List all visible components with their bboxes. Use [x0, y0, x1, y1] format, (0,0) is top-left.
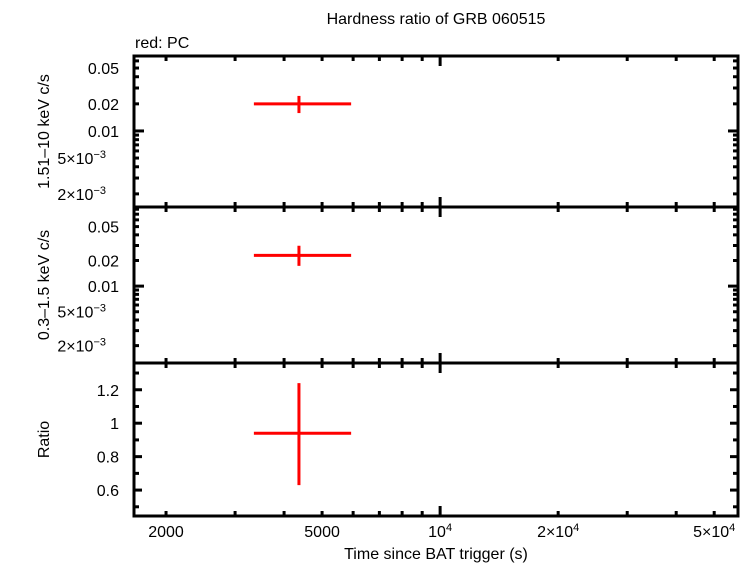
panel-frame: [132, 205, 740, 365]
y-tick-label: 2×10−3: [57, 337, 106, 356]
y-tick-label: 0.01: [88, 124, 119, 141]
x-tick-label: 5000: [304, 524, 340, 541]
y-tick-label: 0.6: [97, 483, 119, 500]
y-axis-label: 1.51–10 keV c/s: [36, 74, 53, 189]
panel-soft-band: 0.05 0.02 0.01 5×10−3 2×10−30.3–1.5 keV c/s: [36, 205, 740, 365]
x-tick-label: 104: [428, 522, 452, 541]
panel-ratio: 1.2 1 0.8 0.6 Ratio: [36, 361, 740, 518]
y-tick-label: 0.05: [88, 61, 119, 78]
y-tick-label: 5×10−3: [57, 303, 106, 322]
x-tick-labels: 2000 5000 104 2×104 5×104: [148, 522, 735, 541]
x-axis-label: Time since BAT trigger (s): [344, 546, 528, 563]
y-axis-label: 0.3–1.5 keV c/s: [36, 230, 53, 340]
y-tick-label: 0.01: [88, 279, 119, 296]
panel-frame: [132, 54, 740, 209]
panel-hard-band: 0.05 0.02 0.01 5×10−3 2×10−31.51–10 keV c/s: [36, 54, 740, 209]
x-tick-label: 5×104: [693, 522, 735, 541]
x-tick-label: 2×104: [537, 522, 579, 541]
y-tick-label: 0.02: [88, 253, 119, 270]
y-tick-label: 0.05: [88, 220, 119, 237]
y-tick-label: 1.2: [97, 383, 119, 400]
y-tick-label: 0.02: [88, 97, 119, 114]
y-tick-label: 1: [110, 416, 119, 433]
y-tick-label: 0.8: [97, 450, 119, 467]
panel-frame: [132, 361, 740, 518]
x-tick-label: 2000: [148, 524, 184, 541]
plot-panels: 0.050.020.015×10−32×10−31.51–10 keV c/s0…: [36, 54, 740, 518]
chart-title: Hardness ratio of GRB 060515: [327, 11, 546, 28]
data-point-pc: [253, 383, 352, 486]
y-axis-label: Ratio: [36, 421, 53, 458]
data-point-pc: [253, 95, 352, 114]
y-tick-label: 2×10−3: [57, 185, 106, 204]
data-point-pc: [253, 245, 352, 266]
legend-note: red: PC: [135, 35, 189, 52]
y-tick-label: 5×10−3: [57, 149, 106, 168]
